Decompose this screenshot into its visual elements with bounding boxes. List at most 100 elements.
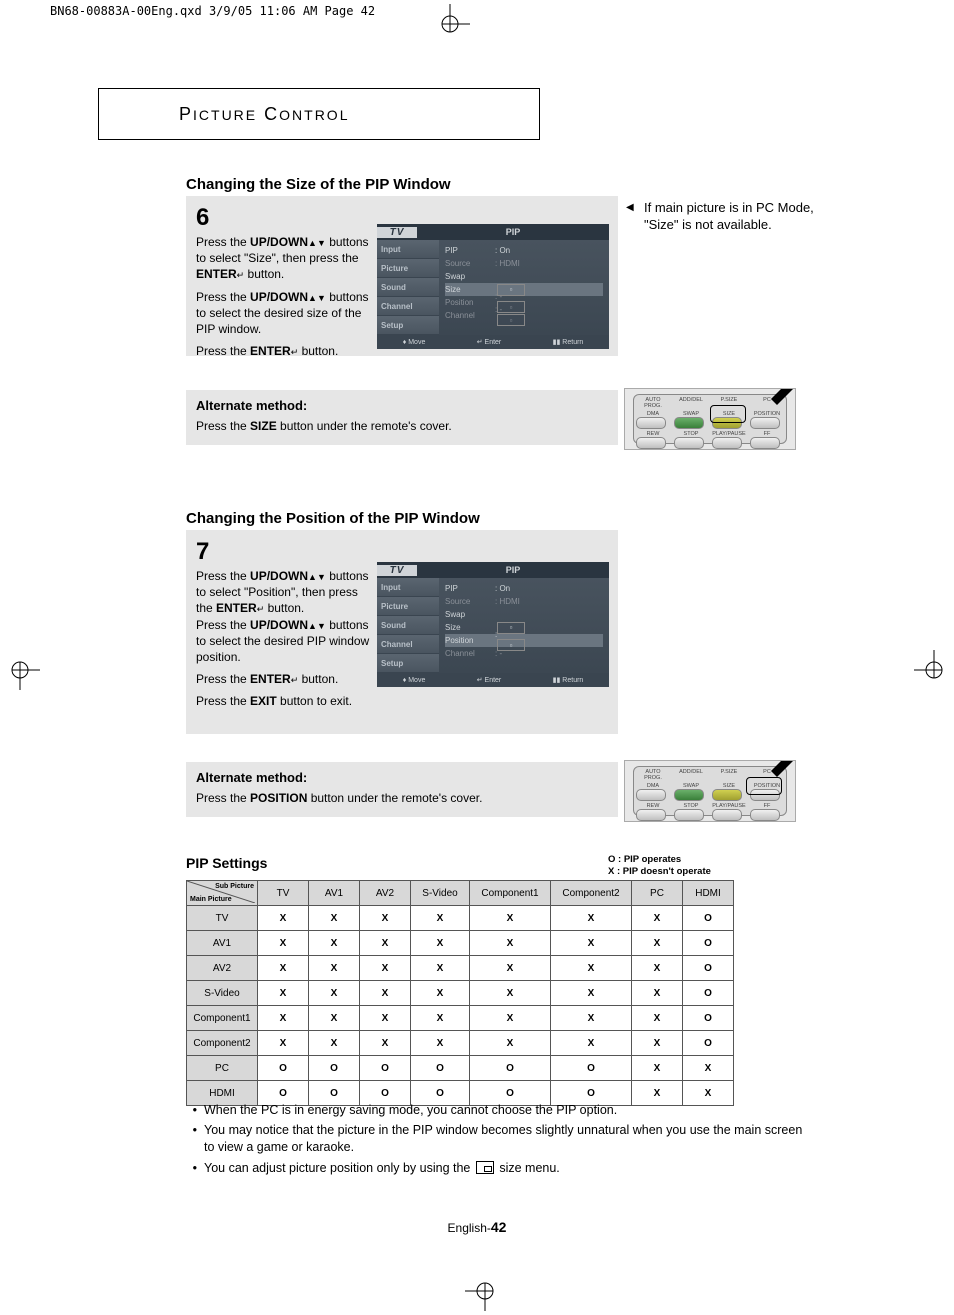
table-row-header: Component1 — [187, 1006, 258, 1031]
table-cell: X — [360, 931, 411, 956]
remote-pointer-icon-2 — [769, 760, 796, 781]
table-cell: O — [683, 906, 734, 931]
tv-side-item: Sound — [377, 616, 439, 635]
tv-menu-size: TV PIP InputPictureSoundChannelSetup PIP… — [377, 224, 609, 349]
tv-side-item: Setup — [377, 654, 439, 673]
table-col-header: PC — [632, 881, 683, 906]
table-cell: X — [258, 981, 309, 1006]
crop-mark-bottom — [465, 1271, 505, 1311]
tv-side-item: Picture — [377, 259, 439, 278]
side-note-size: If main picture is in PC Mode, "Size" is… — [644, 200, 834, 234]
table-cell: X — [258, 956, 309, 981]
table-cell: X — [470, 981, 551, 1006]
tv-footer: ♦ Move ↵ Enter ▮▮ Return — [377, 335, 609, 349]
table-cell: X — [360, 1006, 411, 1031]
tv-menu-position: TV PIP InputPictureSoundChannelSetup PIP… — [377, 562, 609, 687]
table-cell: X — [360, 956, 411, 981]
table-cell: O — [551, 1056, 632, 1081]
table-cell: X — [551, 981, 632, 1006]
section-2-title: Changing the Position of the PIP Window — [186, 510, 480, 527]
table-cell: O — [258, 1056, 309, 1081]
crop-mark-right — [914, 650, 954, 690]
table-col-header: AV2 — [360, 881, 411, 906]
table-cell: X — [258, 906, 309, 931]
table-cell: X — [683, 1056, 734, 1081]
tv-side-item: Picture — [377, 597, 439, 616]
alt-method-position: Alternate method: Press the POSITION but… — [186, 762, 618, 817]
remote-image-size: AUTO PROG.ADD/DELP.SIZEPCDMASWAPSIZEPOSI… — [624, 388, 796, 450]
bullet-list: When the PC is in energy saving mode, yo… — [204, 1102, 804, 1179]
table-col-header: TV — [258, 881, 309, 906]
table-cell: X — [411, 1031, 470, 1056]
table-cell: X — [632, 956, 683, 981]
table-cell: X — [309, 931, 360, 956]
table-cell: O — [683, 981, 734, 1006]
step-7-text: Press the UP/DOWN▲▼ buttons to select "P… — [196, 568, 371, 710]
table-cell: X — [470, 1031, 551, 1056]
bullet-item: You may notice that the picture in the P… — [204, 1122, 804, 1157]
table-cell: O — [360, 1056, 411, 1081]
table-cell: X — [258, 1006, 309, 1031]
table-cell: X — [309, 981, 360, 1006]
table-cell: X — [632, 981, 683, 1006]
table-cell: O — [309, 1056, 360, 1081]
bullet-item: When the PC is in energy saving mode, yo… — [204, 1102, 804, 1120]
alt-title-size: Alternate method: — [196, 398, 608, 413]
table-cell: X — [360, 906, 411, 931]
table-cell: O — [683, 931, 734, 956]
table-col-header: HDMI — [683, 881, 734, 906]
table-row-header: TV — [187, 906, 258, 931]
remote-image-position: AUTO PROG.ADD/DELP.SIZEPCDMASWAPSIZEPOSI… — [624, 760, 796, 822]
table-row-header: PC — [187, 1056, 258, 1081]
table-col-header: Component1 — [470, 881, 551, 906]
chapter-title-box: PICTURE CONTROL — [98, 88, 540, 140]
tv-side-item: Sound — [377, 278, 439, 297]
crop-mark-left — [0, 650, 40, 690]
table-cell: O — [683, 956, 734, 981]
table-cell: X — [551, 956, 632, 981]
pip-settings-title: PIP Settings — [186, 855, 267, 871]
table-cell: X — [411, 931, 470, 956]
tv-footer-2: ♦ Move ↵ Enter ▮▮ Return — [377, 673, 609, 687]
tv-side-item: Channel — [377, 635, 439, 654]
table-cell: O — [683, 1031, 734, 1056]
step-6-text: Press the UP/DOWN▲▼ buttons to select "S… — [196, 234, 371, 359]
table-cell: X — [309, 1006, 360, 1031]
table-cell: X — [411, 956, 470, 981]
table-row-header: AV1 — [187, 931, 258, 956]
tv-menu-title-2: PIP — [417, 565, 609, 575]
alt-method-size: Alternate method: Press the SIZE button … — [186, 390, 618, 445]
table-cell: X — [258, 931, 309, 956]
file-meta: BN68-00883A-00Eng.qxd 3/9/05 11:06 AM Pa… — [50, 4, 375, 18]
table-col-header: AV1 — [309, 881, 360, 906]
table-cell: X — [470, 906, 551, 931]
table-cell: X — [470, 1006, 551, 1031]
remote-pointer-icon — [769, 388, 796, 409]
table-cell: X — [309, 956, 360, 981]
tv-side-menu-2: InputPictureSoundChannelSetup — [377, 578, 439, 673]
table-cell: X — [309, 1031, 360, 1056]
tv-main-position: PIP: OnSource: HDMISwapSize▫Position:▫Ch… — [439, 578, 609, 673]
tv-side-item: Channel — [377, 297, 439, 316]
tv-side-item: Setup — [377, 316, 439, 335]
table-row-header: S-Video — [187, 981, 258, 1006]
alt-text-size: Press the SIZE button under the remote's… — [196, 419, 608, 433]
tv-badge-2: TV — [377, 565, 417, 576]
tv-main-size: PIP: OnSource: HDMISwapSize▫Position: -▫… — [439, 240, 609, 335]
table-cell: O — [411, 1056, 470, 1081]
table-cell: X — [551, 1031, 632, 1056]
pip-size-icon — [476, 1161, 494, 1174]
alt-title-position: Alternate method: — [196, 770, 608, 785]
tv-menu-title: PIP — [417, 227, 609, 237]
table-row-header: AV2 — [187, 956, 258, 981]
table-cell: X — [360, 981, 411, 1006]
table-cell: X — [411, 981, 470, 1006]
tv-side-item: Input — [377, 240, 439, 259]
table-cell: X — [632, 1031, 683, 1056]
table-cell: X — [632, 906, 683, 931]
section-1-title: Changing the Size of the PIP Window — [186, 176, 451, 193]
table-cell: X — [470, 956, 551, 981]
table-col-header: S-Video — [411, 881, 470, 906]
table-row-header: Component2 — [187, 1031, 258, 1056]
table-cell: O — [470, 1056, 551, 1081]
